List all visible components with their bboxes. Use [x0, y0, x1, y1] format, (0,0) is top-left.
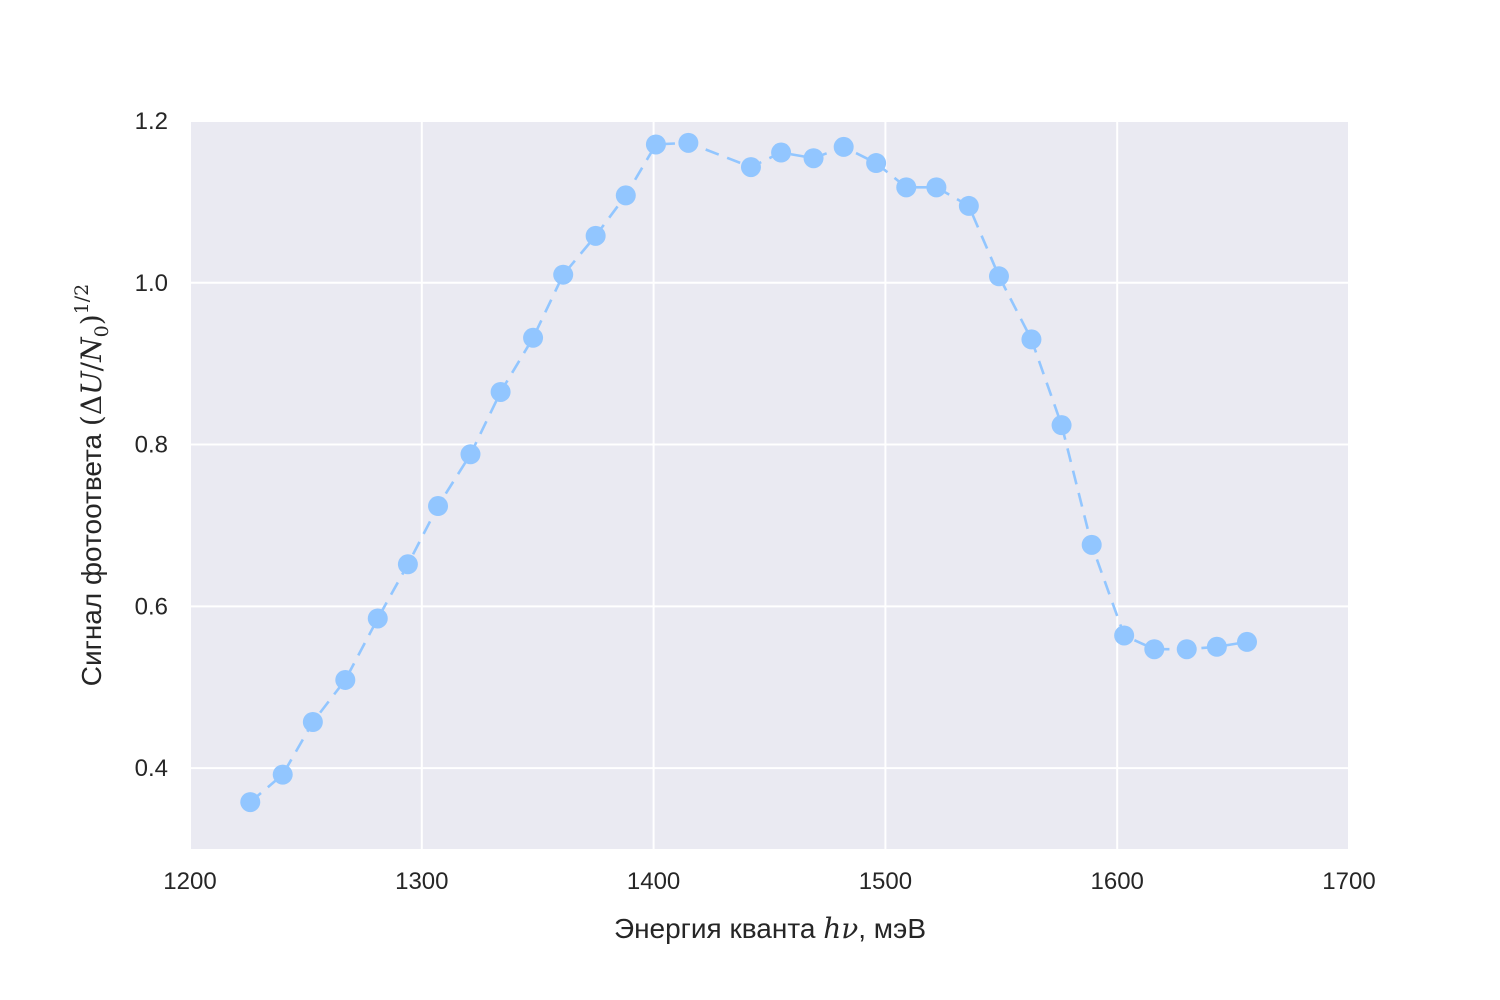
data-point [833, 136, 854, 157]
data-point [428, 496, 449, 517]
series-line [249, 141, 1248, 804]
data-point [397, 554, 418, 575]
x-axis-label-math: hν [823, 912, 858, 945]
data-point [585, 225, 606, 246]
data-point [523, 327, 544, 348]
data-point [740, 157, 761, 178]
y-axis-label-slash: / [75, 361, 108, 371]
y-tick-labels: 0.4 0.6 0.8 1.0 1.2 [135, 108, 168, 782]
x-tick-label: 1700 [1322, 868, 1375, 895]
data-series [240, 132, 1258, 813]
data-point [553, 264, 574, 285]
y-tick-label: 1.2 [135, 108, 168, 135]
data-point [866, 153, 887, 174]
x-tick-labels: 1200 1300 1400 1500 1600 1700 [163, 868, 1375, 895]
data-point [490, 381, 511, 402]
y-axis-label: Сигнал фотоответа (ΔU/N0)1/2 [71, 284, 113, 686]
x-tick-label: 1500 [859, 868, 912, 895]
x-tick-label: 1600 [1091, 868, 1144, 895]
data-point [803, 148, 824, 169]
x-axis-label-text: Энергия кванта [614, 913, 823, 944]
data-point [958, 195, 979, 216]
data-point [1144, 639, 1165, 660]
data-point [896, 177, 917, 198]
y-axis-label-sup: 1/2 [71, 284, 93, 315]
y-tick-label: 0.8 [135, 432, 168, 459]
grid-lines [189, 120, 1350, 849]
data-point [302, 712, 323, 733]
data-point [460, 444, 481, 465]
y-tick-label: 1.0 [135, 270, 168, 297]
y-tick-label: 0.6 [135, 593, 168, 620]
x-tick-label: 1400 [627, 868, 680, 895]
data-point [367, 608, 388, 629]
x-tick-label: 1300 [395, 868, 448, 895]
y-axis-label-open: (Δ [75, 395, 108, 426]
y-tick-label: 0.4 [135, 755, 168, 782]
y-axis-label-text: Сигнал фотоответа [76, 426, 107, 686]
data-point [926, 177, 947, 198]
data-point [1051, 415, 1072, 436]
y-axis-label-u: U [75, 370, 108, 395]
x-axis-label: Энергия кванта hν, мэВ [614, 912, 926, 945]
data-point [1176, 639, 1197, 660]
data-point [272, 764, 293, 785]
data-point [1081, 534, 1102, 555]
data-point [1021, 329, 1042, 350]
data-point [240, 792, 261, 813]
x-tick-label: 1200 [163, 868, 216, 895]
y-axis-label-sub: 0 [91, 325, 113, 337]
y-axis-label-close: ) [75, 314, 108, 325]
y-axis-label-n: N [75, 336, 108, 363]
data-point [615, 185, 636, 206]
data-point [771, 142, 792, 163]
data-point [988, 266, 1009, 287]
data-point [1114, 625, 1135, 646]
data-point [1206, 636, 1227, 657]
data-point [1237, 631, 1258, 652]
data-point [645, 134, 666, 155]
data-point [678, 132, 699, 153]
plot-background [190, 121, 1349, 849]
data-point [335, 669, 356, 690]
x-axis-label-unit: , мэВ [858, 913, 926, 944]
